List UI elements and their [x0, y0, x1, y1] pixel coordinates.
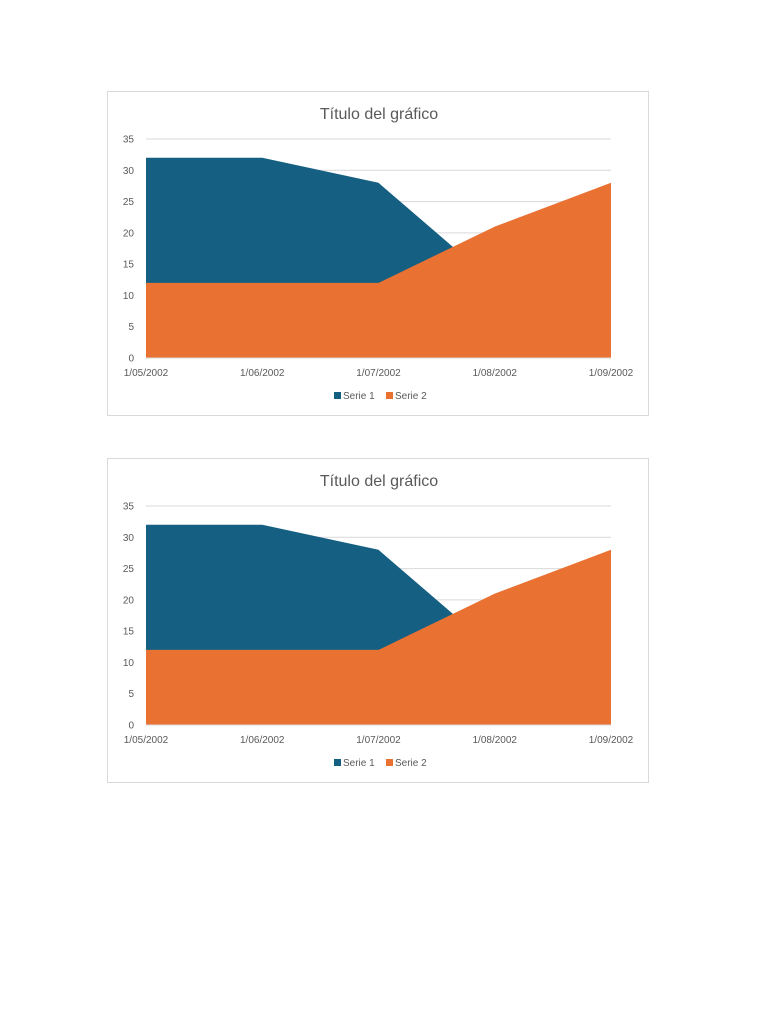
y-tick-label-20: 20	[123, 228, 135, 239]
legend-label-serie-1: Serie 1	[343, 758, 375, 769]
area-series-serie-2	[146, 182, 611, 358]
chart-2-svg: Título del gráfico 0 5 10 15 20 25 30 35 1/05/200…	[123, 473, 634, 769]
legend-label-serie-1: Serie 1	[343, 391, 375, 402]
y-tick-label-30: 30	[123, 533, 135, 544]
chart-2: Título del gráfico 0 5 10 15 20 25 30 35 1/05/200…	[107, 458, 649, 783]
chart-title: Título del gráfico	[320, 473, 438, 490]
y-tick-label-35: 35	[123, 135, 135, 146]
y-tick-label-15: 15	[123, 260, 135, 271]
legend-swatch-serie-2	[386, 759, 393, 766]
y-tick-label-35: 35	[123, 502, 135, 513]
chart-1-svg: Título del gráfico 0 5 10 15 20 25 30 35 1/05/200…	[123, 106, 634, 402]
x-tick-label-1: 1/06/2002	[240, 735, 285, 746]
x-tick-label-4: 1/09/2002	[589, 735, 634, 746]
x-tick-label-0: 1/05/2002	[124, 735, 169, 746]
y-tick-label-30: 30	[123, 166, 135, 177]
chart-title: Título del gráfico	[320, 106, 438, 123]
y-tick-label-15: 15	[123, 627, 135, 638]
x-tick-label-2: 1/07/2002	[356, 735, 401, 746]
chart-1: Título del gráfico 0 5 10 15 20 25 30 35 1/05/200…	[107, 91, 649, 416]
legend-label-serie-2: Serie 2	[395, 391, 427, 402]
x-tick-label-0: 1/05/2002	[124, 368, 169, 379]
y-tick-label-25: 25	[123, 197, 135, 208]
x-tick-label-1: 1/06/2002	[240, 368, 285, 379]
y-tick-label-10: 10	[123, 291, 135, 302]
legend-label-serie-2: Serie 2	[395, 758, 427, 769]
legend-swatch-serie-2	[386, 392, 393, 399]
x-tick-label-2: 1/07/2002	[356, 368, 401, 379]
y-tick-label-20: 20	[123, 595, 135, 606]
x-tick-label-4: 1/09/2002	[589, 368, 634, 379]
x-tick-label-3: 1/08/2002	[473, 735, 518, 746]
y-tick-label-25: 25	[123, 564, 135, 575]
y-tick-label-5: 5	[128, 689, 134, 700]
y-tick-label-0: 0	[128, 721, 134, 732]
area-series-serie-2	[146, 549, 611, 725]
x-tick-label-3: 1/08/2002	[473, 368, 518, 379]
legend-swatch-serie-1	[334, 392, 341, 399]
y-tick-label-10: 10	[123, 658, 135, 669]
y-tick-label-5: 5	[128, 322, 134, 333]
legend-swatch-serie-1	[334, 759, 341, 766]
y-tick-label-0: 0	[128, 354, 134, 365]
